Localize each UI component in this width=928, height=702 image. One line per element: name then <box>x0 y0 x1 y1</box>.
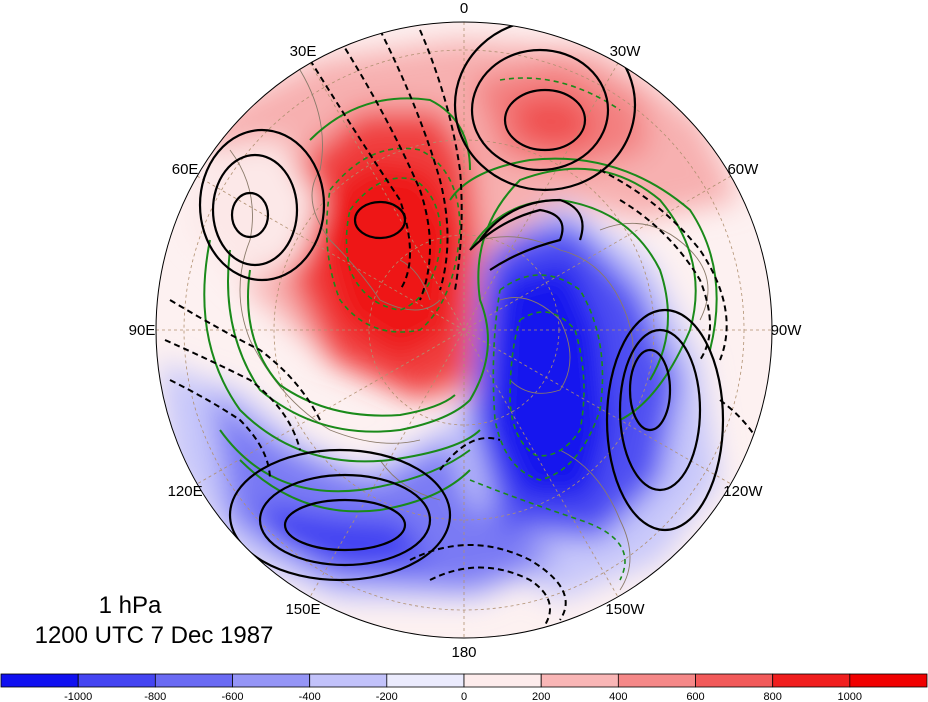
longitude-label: 120W <box>723 483 763 500</box>
longitude-label: 90W <box>771 322 803 339</box>
longitude-label: 90E <box>129 322 156 339</box>
colorbar-tick-label: 0 <box>461 691 467 702</box>
longitude-label: 150W <box>605 601 645 618</box>
green-dashed-contours <box>325 77 626 581</box>
pressure-level-label: 1 hPa <box>98 592 162 619</box>
colorbar-box <box>695 673 774 688</box>
colorbar-tick-label: 1000 <box>838 691 862 702</box>
longitude-label: 120E <box>168 483 203 500</box>
colorbar-box <box>386 673 465 688</box>
colorbar-box <box>617 673 696 688</box>
longitude-label: 0 <box>460 0 468 17</box>
longitude-label: 30W <box>610 43 642 60</box>
black-dashed-contours <box>164 29 771 626</box>
colorbar-tick-label: -400 <box>299 691 321 702</box>
map-boundary <box>155 21 773 639</box>
black-solid-contours <box>198 22 725 582</box>
colorbar-box <box>154 673 233 688</box>
longitude-label: 150E <box>285 601 320 618</box>
colorbar-tick-labels: -1000 -800 -600 -400 -200 0 200 400 600 800 1000 <box>64 691 862 702</box>
colorbar-tick-label: 600 <box>686 691 704 702</box>
longitude-label: 60W <box>727 161 759 178</box>
colorbar-box <box>77 673 156 688</box>
colorbar-tick-label: -800 <box>144 691 166 702</box>
colorbar-tick-label: -600 <box>221 691 243 702</box>
colorbar-box <box>540 673 619 688</box>
colorbar-box <box>232 673 311 688</box>
datetime-label: 1200 UTC 7 Dec 1987 <box>34 622 274 649</box>
colorbar-tick-label: 800 <box>764 691 782 702</box>
colorbar-boxes <box>0 673 928 688</box>
colorbar-tick-label: 200 <box>532 691 550 702</box>
colorbar-tick-label: -200 <box>376 691 398 702</box>
colorbar-box <box>772 673 851 688</box>
colorbar-box <box>309 673 388 688</box>
colorbar-tick-label: 400 <box>609 691 627 702</box>
longitude-label: 60E <box>172 161 199 178</box>
longitude-label: 30E <box>290 43 317 60</box>
colorbar-tick-label: -1000 <box>64 691 92 702</box>
polar-map: 0 30W 60W 90W 120W 150W 180 150E 120E 90E 60E 30E <box>129 0 803 660</box>
map-grid <box>156 22 772 638</box>
longitude-label: 180 <box>451 644 476 660</box>
colorbar-box <box>0 673 79 688</box>
longitude-labels: 0 30W 60W 90W 120W 150W 180 150E 120E 90E 60E 30E <box>129 0 803 660</box>
colorbar: -1000 -800 -600 -400 -200 0 200 400 600 800 1000 <box>0 673 928 702</box>
colorbar-box <box>463 673 542 688</box>
colorbar-box <box>849 673 928 688</box>
